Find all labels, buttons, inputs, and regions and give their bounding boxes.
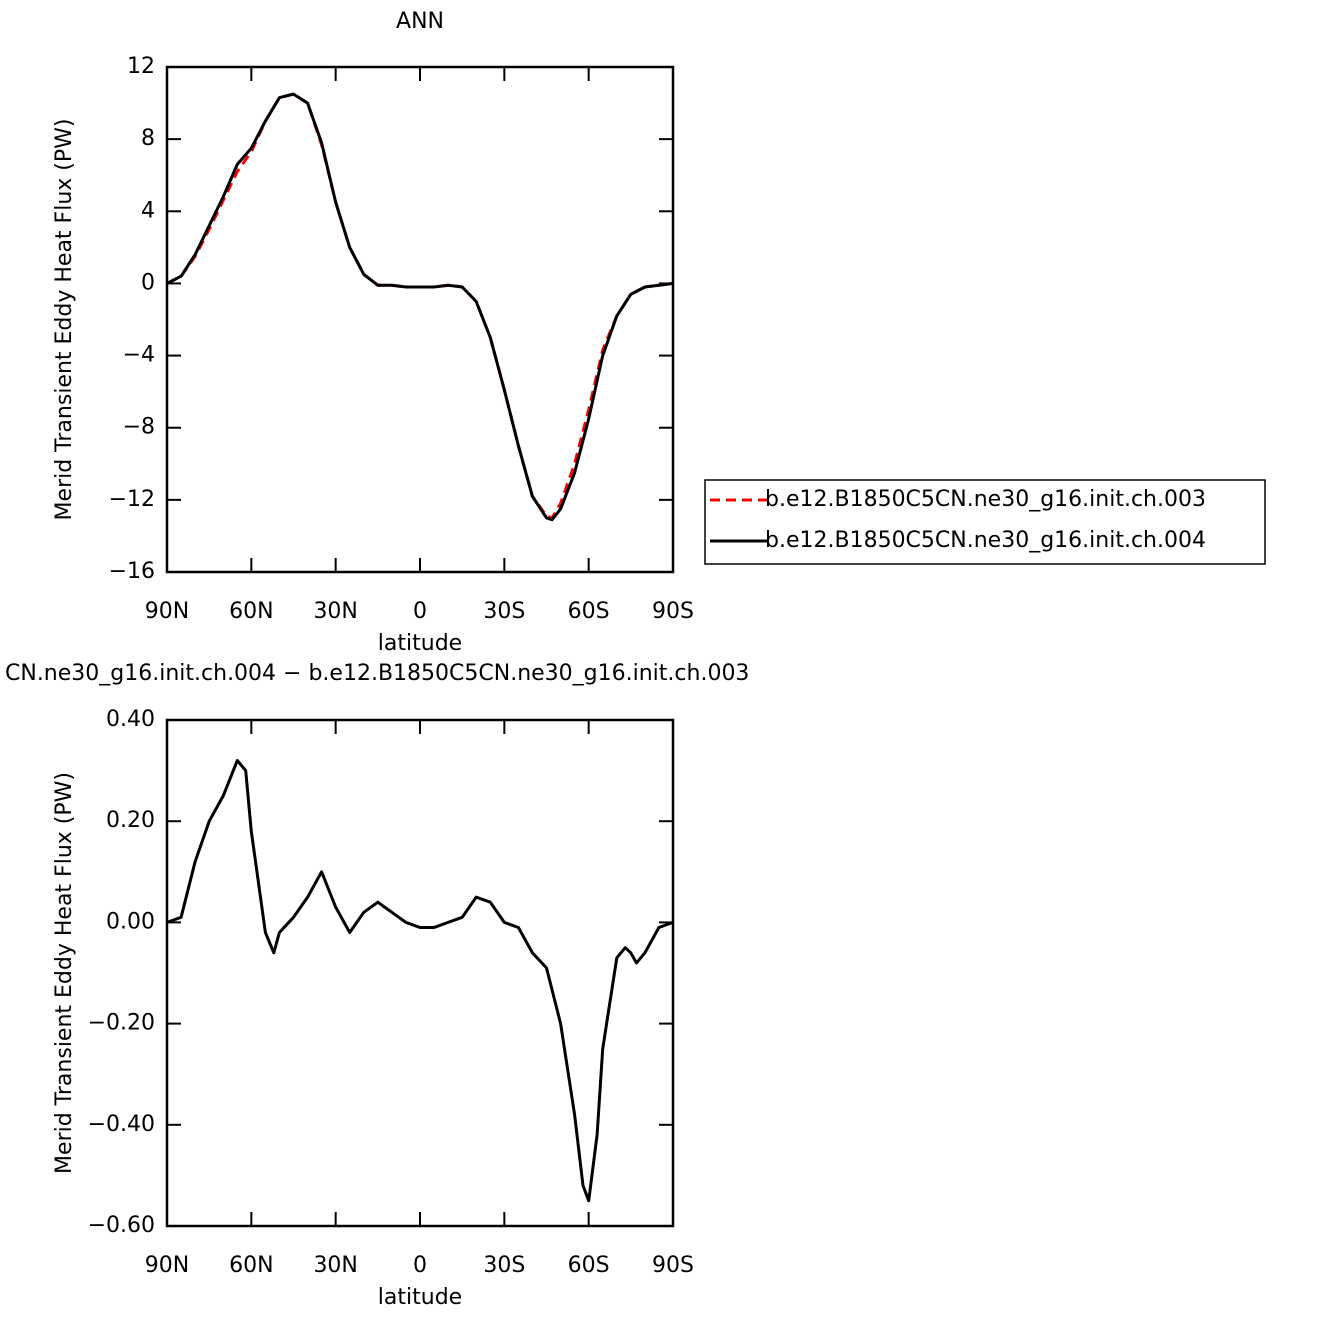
y-tick-label: 0.40: [106, 707, 155, 732]
data-line: [166, 759, 674, 1203]
legend-label: b.e12.B1850C5CN.ne30_g16.init.ch.004: [765, 528, 1206, 553]
plot-frame: [165, 65, 675, 574]
legend-box: [704, 479, 1266, 565]
data-line: [166, 92, 674, 522]
x-tick-label: 60N: [229, 1253, 273, 1278]
x-tick-label: 30N: [313, 1253, 357, 1278]
y-tick-label: 4: [141, 198, 155, 223]
y-tick-label: −12: [109, 487, 155, 512]
y-axis-label: Merid Transient Eddy Heat Flux (PW): [52, 772, 77, 1174]
x-tick-label: 90N: [145, 1253, 189, 1278]
x-tick-label: 0: [413, 599, 427, 624]
x-tick-label: 30N: [313, 599, 357, 624]
y-tick-label: −16: [109, 559, 155, 584]
chart-title: CN.ne30_g16.init.ch.004 − b.e12.B1850C5C…: [5, 661, 749, 686]
chart-title: ANN: [396, 9, 444, 34]
x-tick-label: 30S: [483, 1253, 525, 1278]
y-tick-label: 8: [141, 126, 155, 151]
x-tick-label: 60S: [568, 1253, 610, 1278]
x-axis-label: latitude: [378, 631, 462, 656]
legend-label: b.e12.B1850C5CN.ne30_g16.init.ch.003: [765, 487, 1206, 512]
y-tick-label: −0.40: [88, 1112, 155, 1137]
y-tick-label: −0.60: [88, 1213, 155, 1238]
y-tick-label: −4: [123, 343, 155, 368]
x-tick-label: 90S: [652, 599, 694, 624]
x-tick-label: 60S: [568, 599, 610, 624]
plot-frame: [165, 718, 675, 1228]
x-tick-label: 30S: [483, 599, 525, 624]
y-tick-label: −8: [123, 415, 155, 440]
y-axis-label: Merid Transient Eddy Heat Flux (PW): [52, 119, 77, 521]
y-tick-label: 0.00: [106, 909, 155, 934]
x-tick-label: 90S: [652, 1253, 694, 1278]
y-tick-label: 0.20: [106, 808, 155, 833]
x-tick-label: 60N: [229, 599, 273, 624]
y-tick-label: −0.20: [88, 1011, 155, 1036]
y-tick-label: 0: [141, 270, 155, 295]
x-tick-label: 0: [413, 1253, 427, 1278]
y-tick-label: 12: [127, 54, 155, 79]
x-axis-label: latitude: [378, 1285, 462, 1310]
x-tick-label: 90N: [145, 599, 189, 624]
